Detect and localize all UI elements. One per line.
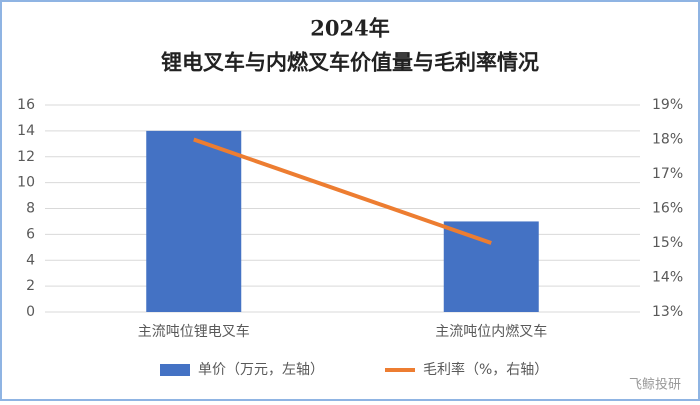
y2-tick-label: 14%: [652, 270, 683, 286]
y2-tick-label: 19%: [652, 97, 683, 113]
y-tick-label: 14: [17, 123, 35, 139]
legend-swatch: [160, 364, 190, 376]
y2-tick-label: 13%: [652, 304, 683, 320]
y-tick-label: 0: [26, 304, 35, 320]
y2-tick-label: 17%: [652, 166, 683, 182]
y-tick-label: 4: [26, 252, 35, 268]
legend-label: 单价（万元，左轴）: [198, 362, 324, 378]
y-tick-label: 8: [26, 201, 35, 217]
chart-title: 2024年: [310, 16, 389, 41]
y-tick-label: 16: [17, 97, 35, 113]
x-tick-label: 主流吨位内燃叉车: [435, 323, 547, 340]
x-tick-label: 主流吨位锂电叉车: [138, 323, 250, 340]
y-tick-label: 2: [26, 278, 35, 294]
y-tick-label: 10: [17, 175, 35, 191]
y-tick-label: 12: [17, 149, 35, 165]
line: [193, 137, 492, 245]
y-tick-label: 6: [26, 226, 35, 242]
bar: [443, 221, 539, 312]
bar: [146, 130, 242, 312]
legend-label: 毛利率（%，右轴）: [423, 361, 548, 378]
chart-subtitle: 锂电叉车与内燃叉车价值量与毛利率情况: [161, 50, 539, 75]
y2-tick-label: 18%: [652, 132, 683, 148]
y2-tick-label: 15%: [652, 235, 683, 251]
y2-tick-label: 16%: [652, 201, 683, 217]
watermark: 飞鲸投研: [629, 377, 681, 393]
